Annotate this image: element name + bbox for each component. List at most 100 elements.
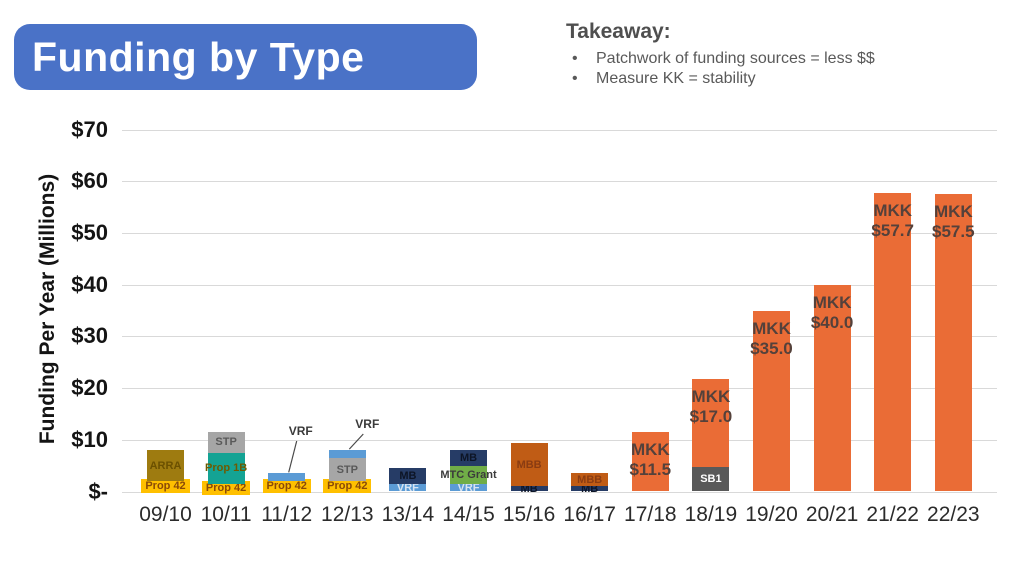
segment-label-stp: STP [215,436,237,449]
takeaway-list: • Patchwork of funding sources = less $$ •… [566,49,1006,89]
bar-segment-sb1: SB1 [692,466,730,492]
bar-segment-mtc-grant: MTC Grant [440,465,497,484]
y-tick-label: $60 [71,168,108,194]
gridline-50 [122,232,997,234]
bar-segment-mkk [753,310,790,492]
segment-label-prop-42: Prop 42 [262,479,311,494]
y-tick-label: $30 [71,323,108,349]
segment-label-mtc-grant: MTC Grant [440,468,497,481]
vrf-callout-line [288,440,298,473]
y-tick-label: $40 [71,271,108,297]
bar-value-label-line: MKK [630,440,670,460]
gridline-60 [122,181,997,183]
takeaway-bullet-text: Patchwork of funding sources = less $$ [596,50,875,67]
bar-value-label-line: MKK [873,201,913,221]
bar-value-label: MKK $57.7 [833,201,953,241]
bar-segment-prop-42: Prop 42 [262,479,311,494]
segment-label-mbb: MBB [516,458,542,471]
bar-value-label-line: $57.7 [871,221,914,241]
vrf-callout-line [348,433,364,450]
gridline-10 [122,439,997,441]
bullet-dot: • [572,50,578,67]
segment-label-vrf: VRF [457,481,480,494]
bar-segment-mkk [934,194,972,492]
takeaway-bullet: • Patchwork of funding sources = less $$ [566,49,1006,69]
segment-label-arra: ARRA [149,459,182,472]
segment-label-sb1: SB1 [700,473,722,486]
y-tick-label: $- [88,478,108,504]
bar-segment-mb: MB [510,483,548,495]
x-tick-label: 19/20 [745,503,798,526]
bar-segment-prop-42: Prop 42 [323,479,372,494]
bar-segment-mbb: MBB [571,473,609,487]
bar-value-label-line: $17.0 [689,406,733,426]
bar-segment-prop-42: Prop 42 [141,479,190,494]
x-tick-label: 20/21 [805,503,859,526]
x-tick-label: 21/22 [866,503,919,526]
bar-segment-mb: MB [450,450,487,466]
x-tick-label: 14/15 [442,503,495,526]
bar-segment-vrf [328,450,366,458]
segment-label-prop-42: Prop 42 [201,480,251,495]
bar-segment-mb: MB [389,468,427,484]
bar-value-label-line: $40.0 [810,312,854,332]
x-tick-label: 15/16 [502,503,556,526]
page-title: Funding by Type [32,33,365,80]
bar-value-label: MKK $35.0 [712,319,832,359]
bar-value-label-line: MKK [752,318,791,338]
x-tick-label: 10/11 [200,503,252,526]
gridline-20 [122,388,997,390]
takeaway-panel: Takeaway: • Patchwork of funding sources … [566,20,1006,89]
y-tick-label: $70 [71,116,108,142]
bar-segment-mkk [692,378,730,467]
segment-label-prop-42: Prop 42 [323,479,372,494]
bar-value-label: MKK $40.0 [772,293,892,333]
gridline-30 [122,336,997,338]
bar-value-label-line: $57.5 [932,222,975,242]
y-tick-label: $10 [71,426,108,452]
bar-value-label-line: $11.5 [629,460,672,480]
y-tick-label: $20 [71,375,108,401]
segment-label-prop-42: Prop 42 [141,479,190,494]
takeaway-heading: Takeaway: [566,20,671,43]
segment-label-mb: MB [399,469,417,482]
bar-segment-prop-42: Prop 42 [201,480,251,495]
bar-segment-stp: STP [328,457,366,482]
bar-segment-mkk [813,284,851,492]
bar-segment-vrf: VRF [450,481,487,494]
gridline-70 [122,129,997,131]
y-axis-title: Funding Per Year (Millions) [36,173,59,445]
bar-segment-mb: MB [571,483,609,495]
y-tick-label: $50 [71,219,108,245]
bar-value-label: MKK $17.0 [651,387,771,427]
bar-value-label-line: $35.0 [750,338,793,358]
bar-value-label: MKK $11.5 [590,440,710,480]
segment-label-prop-1b: Prop 1B [205,462,248,475]
bar-value-label: MKK $57.5 [893,202,1013,242]
bar-segment-vrf [268,473,306,482]
vrf-callout-label: VRF [355,417,380,431]
bar-segment-vrf: VRF [389,482,427,494]
bar-segment-mkk [631,432,669,492]
bullet-dot: • [572,70,578,87]
bar-value-label-line: MKK [812,292,852,312]
segment-label-mbb: MBB [577,473,603,486]
segment-label-stp: STP [336,463,358,476]
x-tick-label: 16/17 [563,503,616,526]
x-tick-label: 09/10 [139,503,192,526]
segment-label-mb: MB [459,451,478,464]
takeaway-bullet-text: Measure KK = stability [596,70,756,87]
x-tick-label: 18/19 [684,503,738,526]
bar-segment-arra: ARRA [147,450,184,482]
gridline-0 [122,491,997,493]
bar-segment-prop-1b: Prop 1B [205,452,248,484]
gridline-40 [122,284,997,286]
x-tick-label: 11/12 [261,503,313,526]
x-tick-label: 22/23 [927,503,980,526]
x-tick-label: 12/13 [321,503,374,526]
bar-value-label-line: MKK [691,386,731,406]
x-tick-label: 17/18 [624,503,677,526]
vrf-callout-label: VRF [288,424,313,438]
bar-segment-mkk [874,193,912,492]
